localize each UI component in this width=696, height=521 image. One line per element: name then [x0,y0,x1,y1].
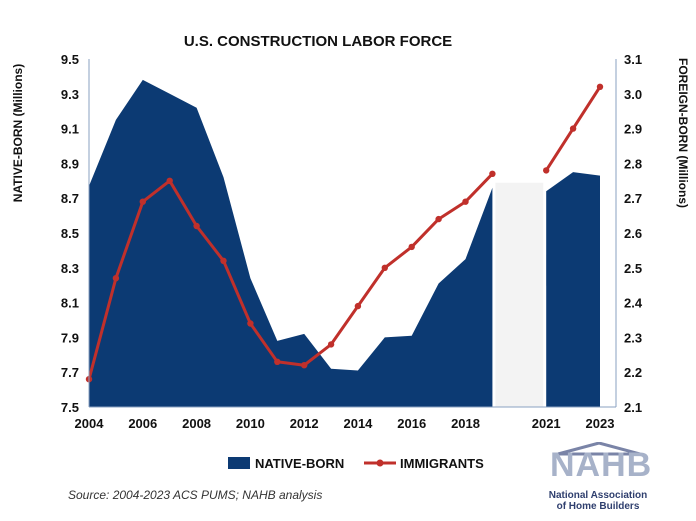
logo-subtitle-line2: of Home Builders [556,501,640,512]
point-immigrants-2019 [489,170,496,177]
legend: NATIVE-BORN IMMIGRANTS [228,456,484,471]
right-tick-label: 2.2 [624,365,642,380]
left-tick-label: 7.7 [61,365,79,380]
left-tick-label: 8.3 [61,261,79,276]
x-axis: 2004 2006 2008 2010 2012 2014 2016 2018 2021 2023 [75,406,616,431]
x-tick-label: 2004 [75,416,105,431]
left-tick-label: 7.5 [61,400,79,415]
legend-label-immigrants: IMMIGRANTS [400,456,484,471]
left-tick-label: 7.9 [61,330,79,345]
logo-wordmark: NAHB [550,446,653,484]
area-native-born-2004-2019 [89,79,493,408]
x-tick-label: 2012 [290,416,319,431]
logo-roof-icon [557,442,641,456]
point-immigrants-2011 [274,358,281,365]
right-tick-label: 3.0 [624,87,642,102]
point-immigrants-2010 [247,320,254,327]
point-immigrants-2005 [112,275,120,282]
right-tick-label: 2.8 [624,156,642,171]
left-axis: 9.5 9.3 9.1 8.9 8.7 8.5 8.3 8.1 7.9 7.7 7.5 [61,52,90,415]
point-immigrants-2007 [166,177,173,184]
right-tick-label: 2.6 [624,226,642,241]
point-immigrants-2014 [354,302,362,310]
logo-subtitle: National Association of Home Builders [544,490,652,512]
point-immigrants-2016 [408,243,415,251]
point-immigrants-2022 [569,125,577,132]
area-native-born-2021-2023 [546,172,600,407]
right-tick-label: 2.5 [624,261,642,276]
right-tick-label: 2.9 [624,122,642,137]
x-tick-label: 2006 [128,416,157,431]
point-immigrants-2018 [462,198,469,205]
point-immigrants-2008 [193,222,200,230]
point-immigrants-2012 [301,362,308,369]
left-tick-label: 8.9 [61,156,79,171]
legend-swatch-native-born [228,457,250,469]
point-immigrants-2015 [381,264,388,271]
point-immigrants-2023 [596,83,604,91]
right-tick-label: 3.1 [624,52,642,67]
logo-subtitle-line1: National Association [548,490,648,501]
plot-area [85,79,604,408]
left-tick-label: 9.1 [61,122,79,137]
point-immigrants-2013 [327,341,335,348]
x-tick-label: 2014 [343,416,373,431]
x-tick-label: 2018 [451,416,480,431]
x-tick-label: 2023 [586,416,615,431]
source-note: Source: 2004-2023 ACS PUMS; NAHB analysi… [68,488,323,502]
right-tick-label: 2.1 [624,400,642,415]
right-tick-label: 2.4 [624,296,643,311]
point-immigrants-2009 [220,257,227,264]
right-axis-title: FOREIGN-BORN (Millions) [676,58,690,208]
point-immigrants-2006 [139,198,146,205]
x-tick-label: 2008 [182,416,211,431]
legend-label-native-born: NATIVE-BORN [255,456,344,471]
chart-title: U.S. CONSTRUCTION LABOR FORCE [184,33,452,50]
left-tick-label: 9.3 [61,87,79,102]
point-immigrants-2017 [435,215,442,223]
right-tick-label: 2.7 [624,191,642,206]
left-tick-label: 8.5 [61,226,79,241]
line-immigrants-2004-2019 [87,172,494,380]
left-tick-label: 8.1 [61,296,79,311]
left-axis-title: NATIVE-BORN (Millions) [11,64,25,202]
left-tick-label: 8.7 [61,191,79,206]
right-tick-label: 2.3 [624,330,642,345]
gap-band-2020 [495,182,544,407]
x-tick-label: 2021 [532,416,561,431]
x-tick-label: 2016 [397,416,426,431]
nahb-logo: NAHB National Association of Home Builde… [540,442,653,516]
right-axis: 3.1 3.0 2.9 2.8 2.7 2.6 2.5 2.4 2.3 2.2 2.1 [615,52,643,415]
point-immigrants-2021 [543,167,550,174]
left-tick-label: 9.5 [61,52,79,67]
x-tick-label: 2010 [236,416,265,431]
legend-marker-immigrants [376,459,384,467]
